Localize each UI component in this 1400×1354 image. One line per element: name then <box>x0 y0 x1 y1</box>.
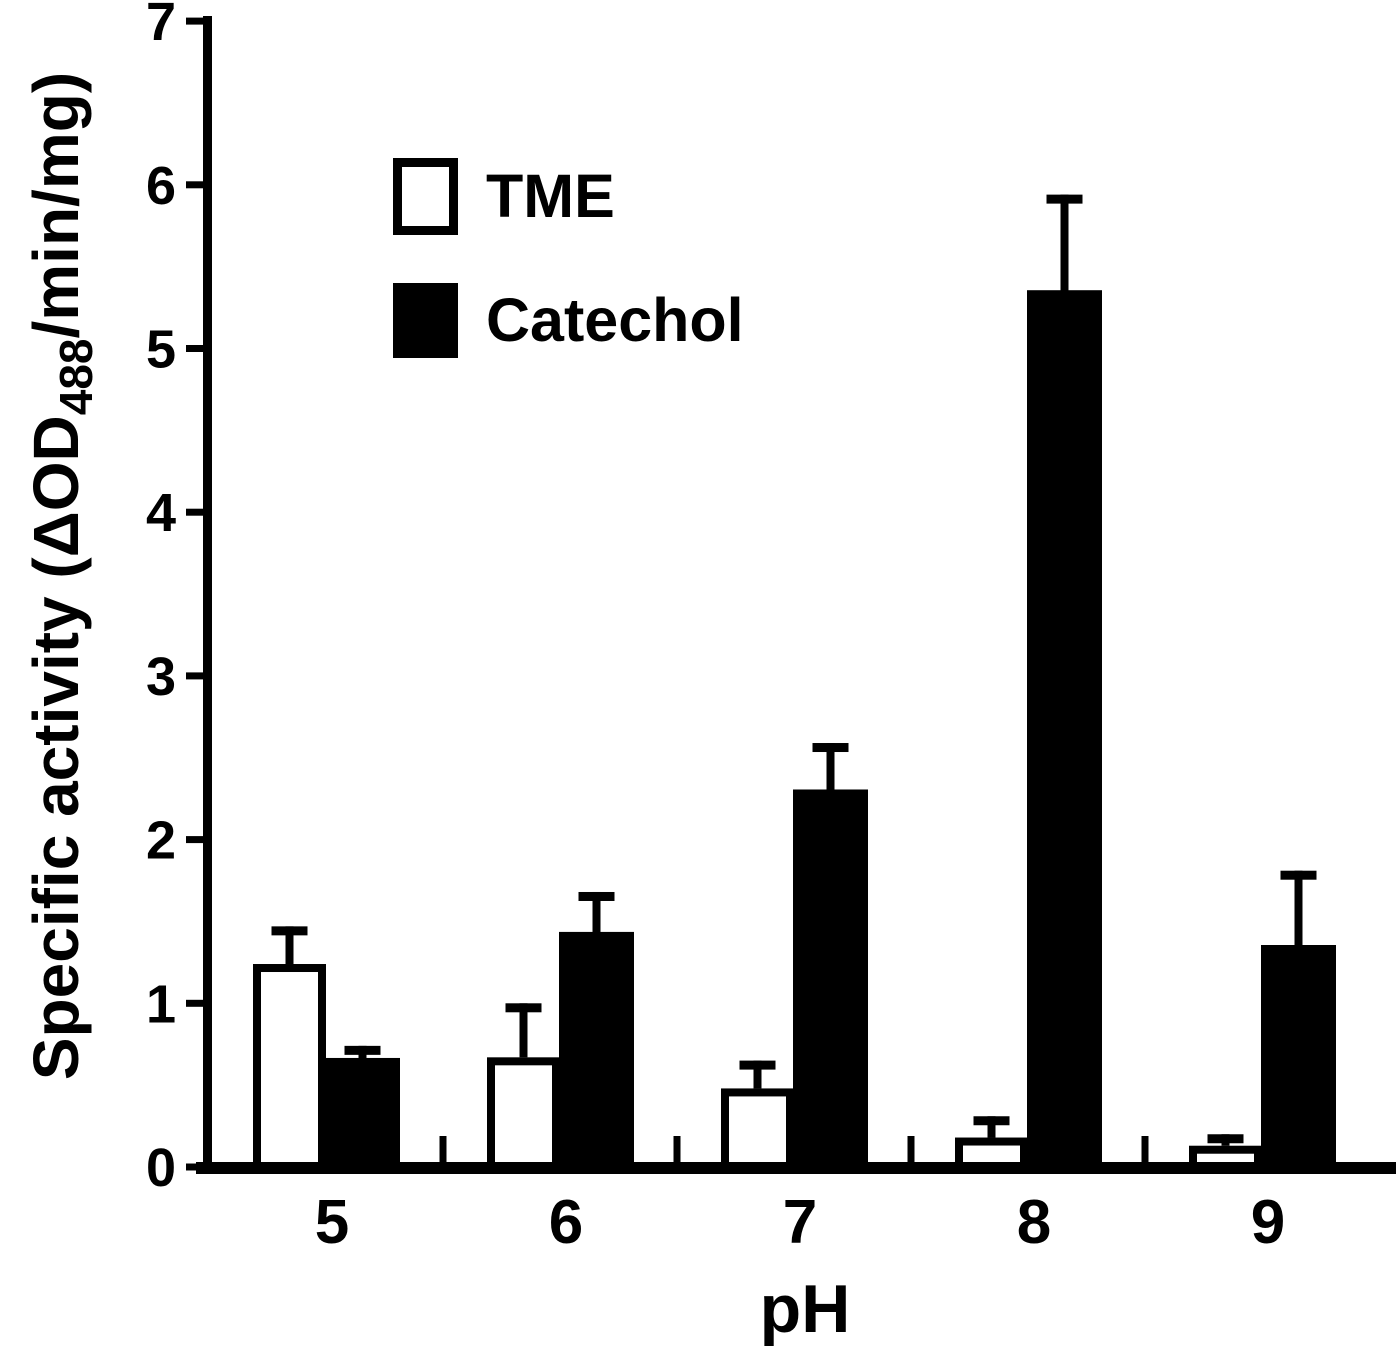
y-axis-title-post: /min/mg) <box>20 71 92 339</box>
y-tick-label-2: 2 <box>146 811 176 871</box>
x-tick-label-7: 7 <box>783 1188 817 1257</box>
y-tick-4 <box>186 508 203 516</box>
y-tick-label-4: 4 <box>146 483 176 543</box>
tme-error-stem-ph7 <box>753 1060 762 1089</box>
y-axis-title-subscript: 488 <box>49 338 102 416</box>
x-minor-tick <box>673 1136 681 1162</box>
y-tick-label-7: 7 <box>146 0 176 52</box>
catechol-bar-ph5 <box>325 1057 400 1172</box>
x-tick-label-9: 9 <box>1251 1188 1285 1257</box>
x-tick-label-8: 8 <box>1017 1188 1051 1257</box>
y-tick-label-6: 6 <box>146 156 176 216</box>
catechol-error-cap-ph5 <box>344 1045 381 1055</box>
catechol-error-cap-ph6 <box>578 891 615 901</box>
y-tick-0 <box>186 1163 203 1171</box>
x-axis-line <box>196 1162 1396 1174</box>
tme-swatch <box>393 158 458 235</box>
tme-error-stem-ph5 <box>285 926 294 965</box>
tme-error-cap-ph7 <box>739 1060 776 1070</box>
catechol-bar-ph9 <box>1261 945 1336 1171</box>
tme-error-stem-ph8 <box>987 1116 996 1138</box>
tme-error-cap-ph5 <box>271 926 308 936</box>
y-tick-label-0: 0 <box>146 1138 176 1198</box>
y-tick-label-5: 5 <box>146 320 176 380</box>
y-tick-3 <box>186 672 203 680</box>
legend-item-catechol: Catechol <box>393 283 744 358</box>
catechol-error-stem-ph8 <box>1060 194 1069 292</box>
legend-item-tme: TME <box>393 158 744 235</box>
catechol-bar-ph6 <box>559 931 634 1171</box>
legend: TME Catechol <box>393 158 744 358</box>
tme-bar-ph6 <box>487 1057 560 1175</box>
x-minor-tick <box>1141 1136 1149 1162</box>
catechol-error-cap-ph9 <box>1280 870 1317 880</box>
tme-legend-label: TME <box>486 162 615 230</box>
catechol-bar-ph8 <box>1027 290 1102 1171</box>
catechol-error-cap-ph7 <box>812 743 849 753</box>
catechol-error-stem-ph6 <box>592 891 601 933</box>
catechol-error-stem-ph7 <box>826 743 835 791</box>
tme-error-stem-ph6 <box>519 1003 528 1058</box>
tme-bar-ph7 <box>721 1088 794 1174</box>
y-axis-title: Specific activity (ΔOD488/min/mg) <box>18 0 102 1152</box>
x-tick-label-6: 6 <box>549 1188 583 1257</box>
y-tick-label-1: 1 <box>146 974 176 1034</box>
y-tick-1 <box>186 999 203 1007</box>
tme-error-cap-ph6 <box>505 1003 542 1013</box>
y-tick-7 <box>186 17 203 25</box>
x-axis-title: pH <box>759 1271 851 1347</box>
y-tick-label-3: 3 <box>146 647 176 707</box>
y-axis-title-pre: Specific activity (ΔOD <box>20 415 92 1081</box>
tme-error-cap-ph9 <box>1207 1134 1244 1144</box>
catechol-bar-ph7 <box>793 789 868 1171</box>
y-tick-5 <box>186 345 203 352</box>
x-tick-label-5: 5 <box>315 1188 349 1257</box>
y-axis-line <box>203 16 212 1174</box>
tme-bar-ph5 <box>253 964 326 1175</box>
x-minor-tick <box>439 1136 447 1162</box>
catechol-swatch <box>393 283 458 358</box>
catechol-legend-label: Catechol <box>486 286 744 354</box>
x-minor-tick <box>907 1136 915 1162</box>
catechol-error-cap-ph8 <box>1046 194 1083 204</box>
tme-error-cap-ph8 <box>973 1116 1010 1126</box>
catechol-error-stem-ph9 <box>1294 870 1303 947</box>
y-tick-2 <box>186 836 203 844</box>
y-tick-6 <box>186 181 203 189</box>
